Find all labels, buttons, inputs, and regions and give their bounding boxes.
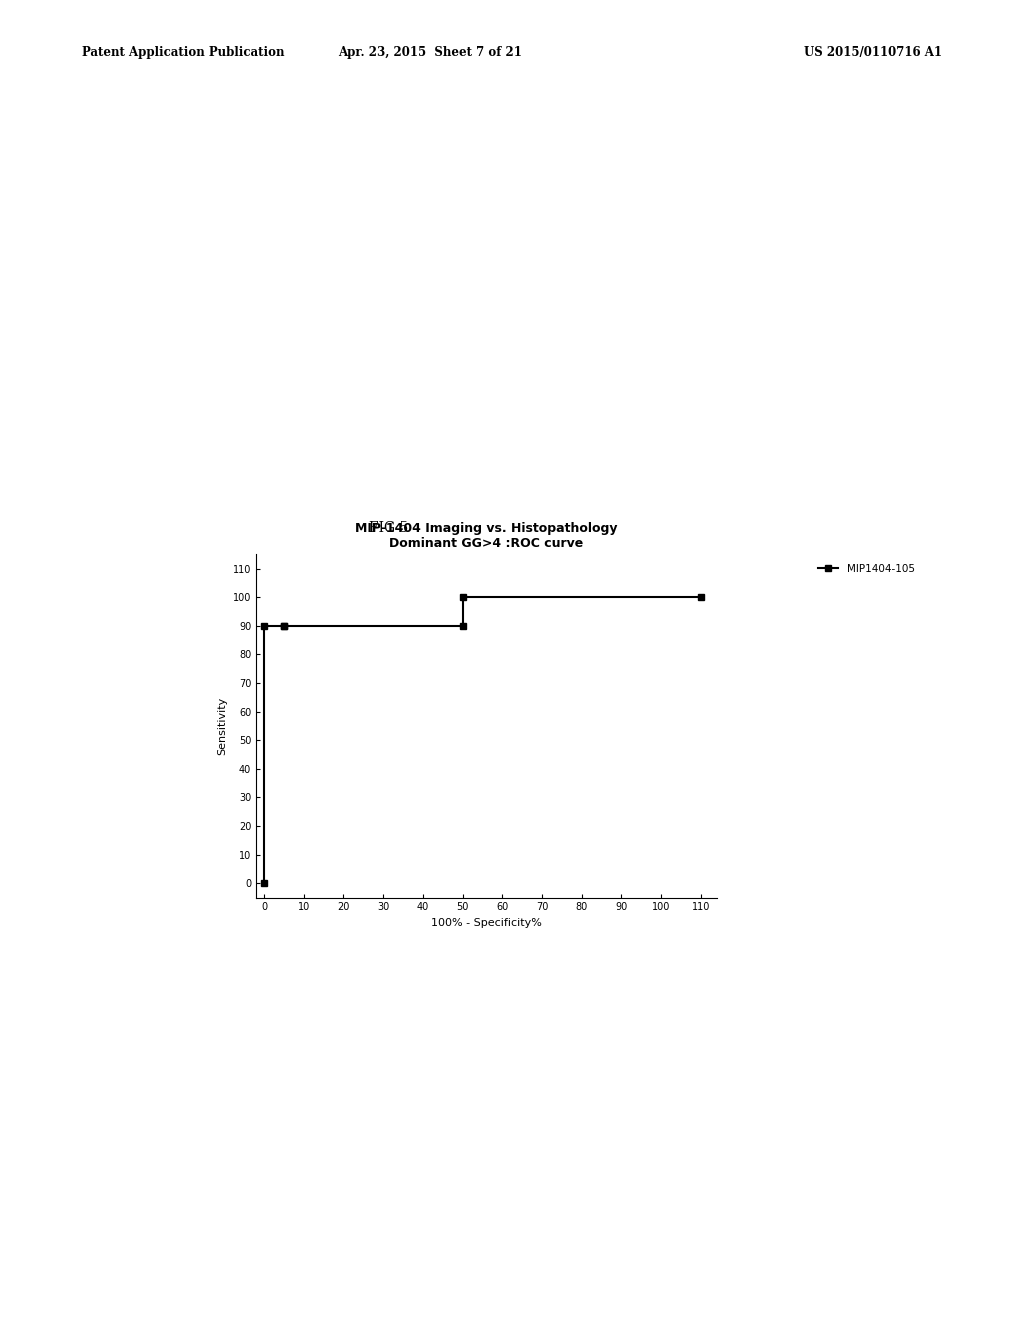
Text: FIG 5: FIG 5	[370, 520, 409, 535]
Legend: MIP1404-105: MIP1404-105	[813, 560, 919, 578]
Text: Patent Application Publication: Patent Application Publication	[82, 46, 285, 59]
MIP1404-105	[457, 589, 469, 605]
MIP1404-105	[457, 618, 469, 634]
Text: US 2015/0110716 A1: US 2015/0110716 A1	[804, 46, 942, 59]
X-axis label: 100% - Specificity%: 100% - Specificity%	[431, 917, 542, 928]
MIP1404-105	[278, 618, 290, 634]
MIP1404-105	[258, 618, 270, 634]
MIP1404-105	[258, 875, 270, 891]
Title: MIP-1404 Imaging vs. Histopathology
Dominant GG>4 :ROC curve: MIP-1404 Imaging vs. Histopathology Domi…	[355, 523, 617, 550]
MIP1404-105	[278, 618, 290, 634]
Line: MIP1404-105: MIP1404-105	[261, 594, 703, 886]
MIP1404-105	[694, 589, 707, 605]
Text: Apr. 23, 2015  Sheet 7 of 21: Apr. 23, 2015 Sheet 7 of 21	[338, 46, 522, 59]
Y-axis label: Sensitivity: Sensitivity	[217, 697, 227, 755]
